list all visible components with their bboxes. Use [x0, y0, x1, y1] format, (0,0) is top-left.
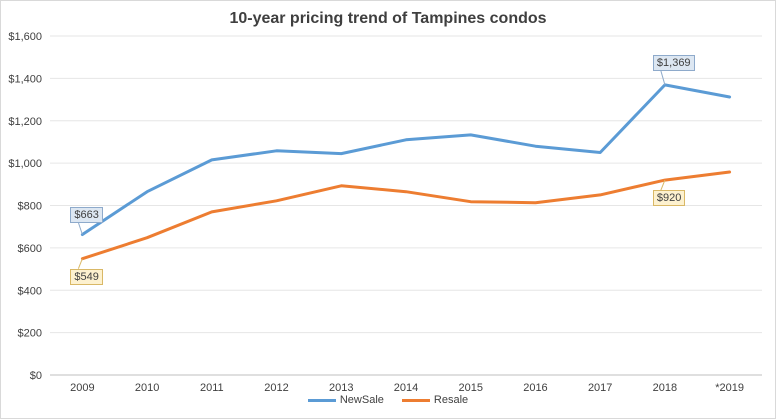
- y-tick-label: $600: [18, 243, 42, 255]
- callout-pointer: [77, 258, 83, 269]
- callout-label: $549: [70, 268, 103, 285]
- x-tick-label: *2019: [715, 382, 744, 394]
- x-tick-label: 2015: [458, 382, 482, 394]
- x-tick-label: 2011: [200, 382, 224, 394]
- x-tick-label: 2014: [394, 382, 418, 394]
- callout-label: $1,369: [652, 54, 695, 71]
- legend-swatch-newsale: [307, 398, 336, 402]
- legend-item-resale: Resale: [401, 394, 469, 406]
- y-tick-label: $0: [30, 370, 42, 382]
- y-tick-label: $800: [18, 201, 42, 213]
- y-axis-ticks: $0 $200 $400 $600 $800 $1,000 $1,200 $1,400 $1,6…: [8, 31, 42, 382]
- x-tick-label: 2017: [588, 382, 612, 394]
- y-tick-label: $1,600: [8, 31, 42, 43]
- x-tick-label: 2012: [264, 382, 288, 394]
- x-tick-label: 2016: [523, 382, 547, 394]
- y-tick-label: $1,200: [8, 116, 42, 128]
- y-tick-label: $200: [18, 328, 42, 340]
- legend-item-newsale: NewSale: [307, 394, 384, 406]
- y-tick-label: $1,400: [8, 73, 42, 85]
- y-tick-label: $1,000: [8, 158, 42, 170]
- callout-label: $920: [652, 190, 686, 207]
- legend: NewSale Resale: [0, 394, 776, 406]
- y-tick-label: $400: [18, 285, 42, 297]
- x-tick-label: 2009: [70, 382, 94, 394]
- callout-pointer: [660, 70, 666, 86]
- x-axis-ticks: 2009 2010 2011 2012 2013 2014 2015 2016 2017 2018…: [70, 382, 744, 394]
- callout-pointer: [660, 179, 666, 191]
- legend-label-newsale: NewSale: [339, 394, 384, 406]
- gridlines: [50, 35, 762, 334]
- callout-label: $663: [70, 206, 103, 223]
- x-tick-label: 2018: [653, 382, 677, 394]
- series-lines: [80, 83, 732, 261]
- x-tick-label: 2010: [135, 382, 159, 394]
- series-line-resale: [80, 170, 732, 261]
- legend-label-resale: Resale: [433, 394, 469, 406]
- callout-pointer: [77, 222, 83, 235]
- series-line-newsale: [80, 83, 732, 236]
- legend-swatch-resale: [401, 398, 430, 402]
- x-tick-label: 2013: [329, 382, 353, 394]
- chart-title: 10-year pricing trend of Tampines condos: [229, 10, 547, 27]
- callout-pointers: [77, 70, 666, 269]
